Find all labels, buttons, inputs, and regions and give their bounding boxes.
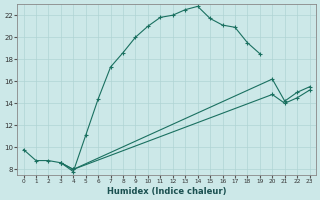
X-axis label: Humidex (Indice chaleur): Humidex (Indice chaleur): [107, 187, 226, 196]
